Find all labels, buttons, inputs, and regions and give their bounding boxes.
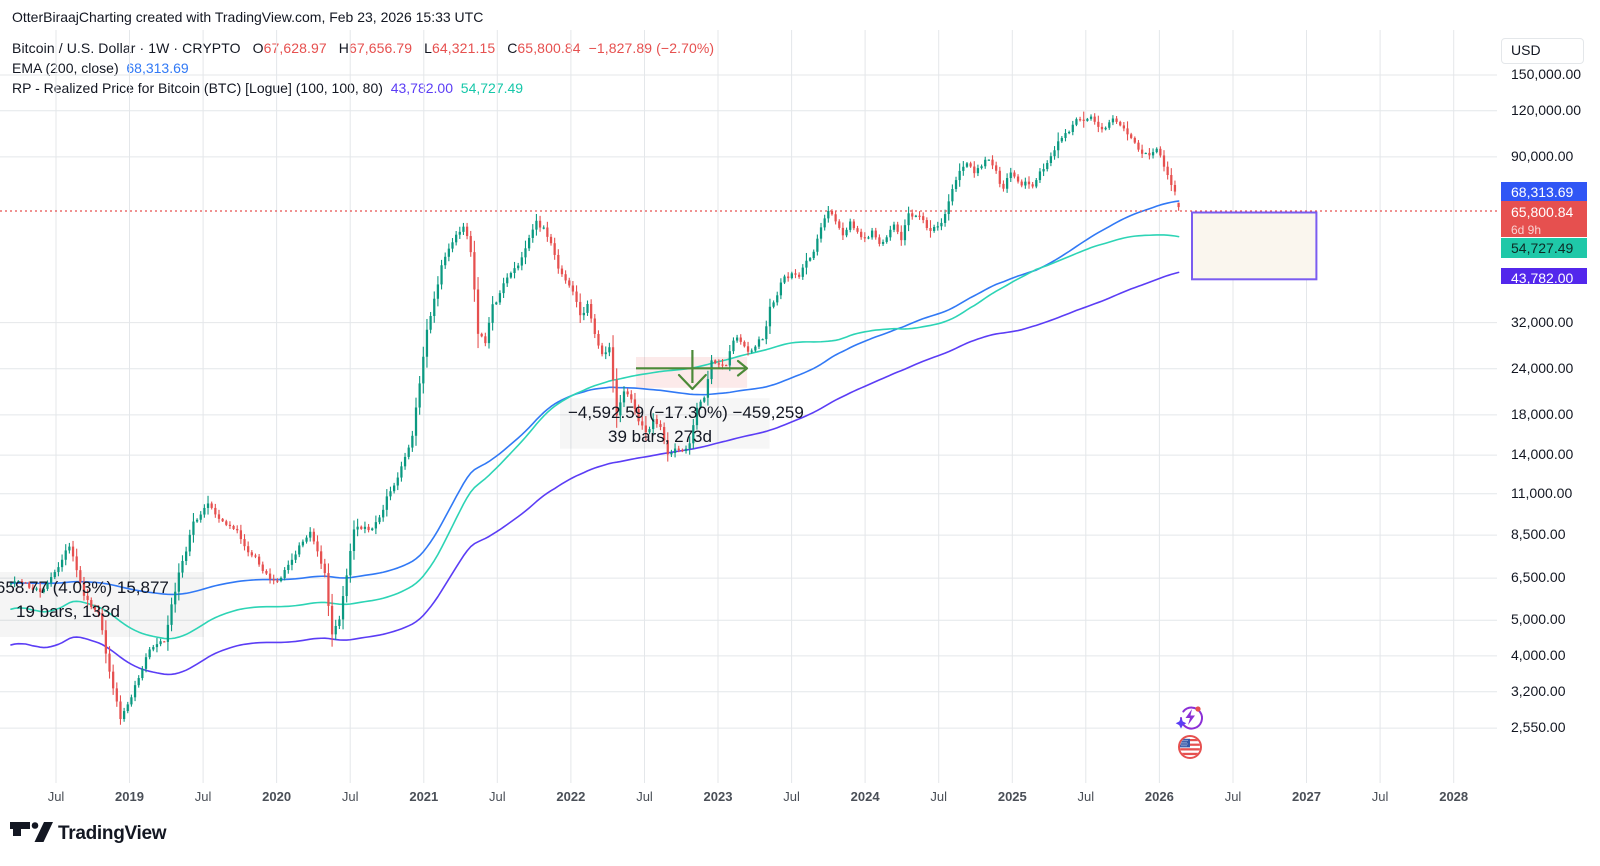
svg-text:TradingView: TradingView	[58, 823, 167, 844]
